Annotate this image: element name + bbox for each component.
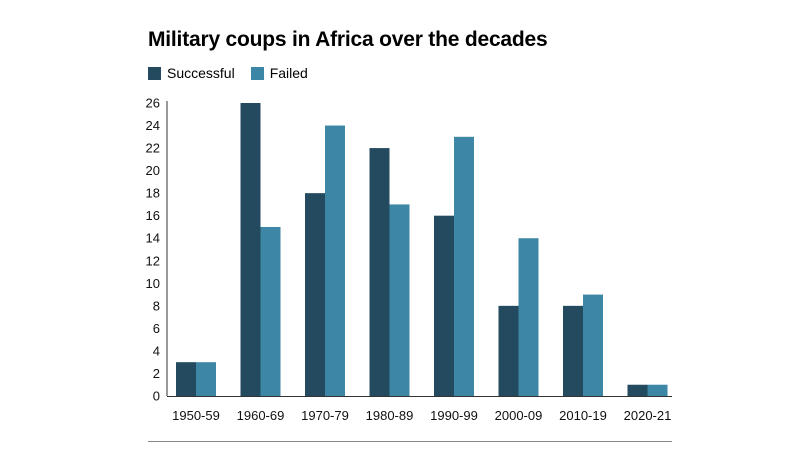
legend-label-failed: Failed bbox=[269, 65, 308, 81]
y-tick-label: 4 bbox=[153, 343, 160, 358]
y-tick-label: 22 bbox=[146, 141, 160, 156]
chart-title: Military coups in Africa over the decade… bbox=[148, 28, 548, 51]
x-tick-label: 2020-21 bbox=[624, 408, 672, 423]
bar-successful-2010-19 bbox=[563, 305, 583, 396]
bar-failed-1970-79 bbox=[325, 125, 345, 397]
bar-successful-1950-59 bbox=[176, 362, 196, 396]
bar-failed-1950-59 bbox=[196, 362, 216, 396]
x-tick-label: 1950-59 bbox=[172, 408, 220, 423]
bar-failed-2010-19 bbox=[583, 294, 603, 396]
bar-successful-2020-21 bbox=[627, 384, 648, 396]
x-tick-label: 1970-79 bbox=[301, 408, 349, 423]
bar-successful-2000-09 bbox=[498, 305, 519, 396]
legend-swatch-failed bbox=[250, 66, 264, 80]
x-tick-label: 2000-09 bbox=[495, 408, 543, 423]
y-tick-label: 18 bbox=[146, 186, 160, 201]
bar-failed-1980-89 bbox=[389, 204, 410, 396]
bar-failed-2020-21 bbox=[647, 384, 668, 396]
y-tick-label: 8 bbox=[153, 298, 160, 313]
legend-label-successful: Successful bbox=[167, 65, 235, 81]
y-tick-label: 6 bbox=[153, 321, 160, 336]
y-tick-label: 24 bbox=[146, 118, 160, 133]
bar-successful-1960-69 bbox=[240, 103, 261, 396]
x-tick-label: 2010-19 bbox=[559, 408, 607, 423]
legend-item-successful: Successful bbox=[148, 65, 235, 81]
x-tick-label: 1980-89 bbox=[366, 408, 414, 423]
y-tick-label: 0 bbox=[153, 389, 160, 404]
bar-successful-1970-79 bbox=[305, 193, 325, 396]
y-tick-label: 20 bbox=[146, 163, 160, 178]
legend-item-failed: Failed bbox=[250, 65, 308, 81]
legend: Successful Failed bbox=[148, 65, 324, 81]
x-tick-label: 1960-69 bbox=[237, 408, 285, 423]
y-tick-label: 10 bbox=[146, 276, 160, 291]
bar-failed-1960-69 bbox=[260, 226, 281, 396]
x-tick-label: 1990-99 bbox=[430, 408, 478, 423]
bar-successful-1980-89 bbox=[369, 148, 390, 396]
y-tick-label: 14 bbox=[146, 231, 160, 246]
legend-swatch-successful bbox=[148, 66, 161, 80]
bar-failed-1990-99 bbox=[454, 136, 474, 397]
bar-failed-2000-09 bbox=[518, 238, 539, 396]
source-divider bbox=[148, 441, 672, 442]
bar-successful-1990-99 bbox=[434, 215, 454, 396]
y-tick-label: 16 bbox=[146, 208, 160, 223]
y-tick-label: 2 bbox=[153, 366, 160, 381]
y-tick-label: 12 bbox=[146, 253, 160, 268]
y-tick-label: 26 bbox=[146, 96, 160, 111]
